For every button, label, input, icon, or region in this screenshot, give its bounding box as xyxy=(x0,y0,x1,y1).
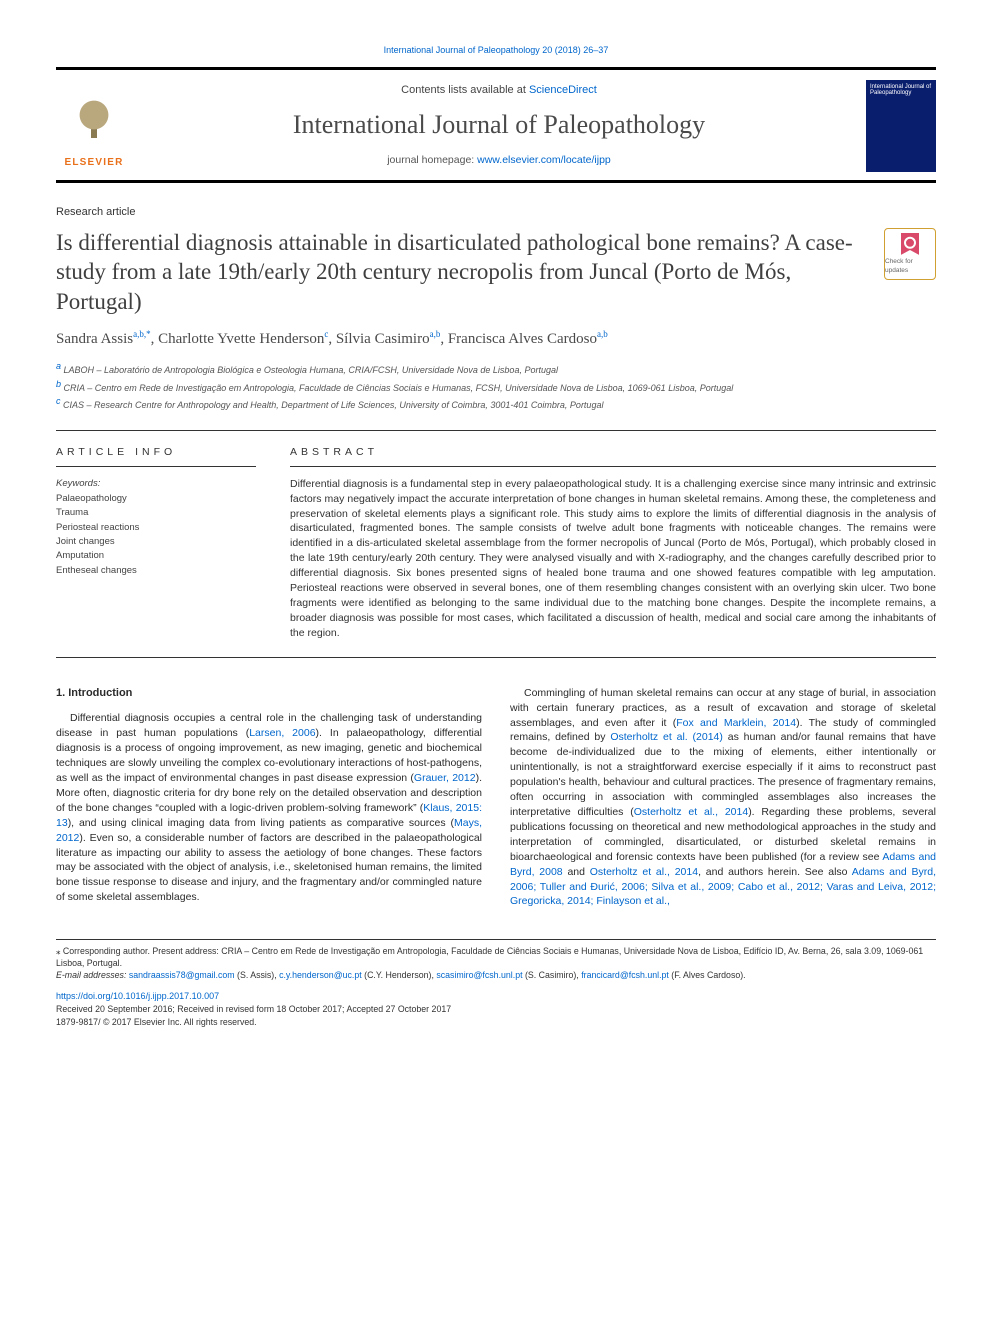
affiliation-a-text: LABOH – Laboratório de Antropologia Biol… xyxy=(64,365,558,375)
article-info-heading: ARTICLE INFO xyxy=(56,445,256,467)
citation-link[interactable]: Fox and Marklein, 2014 xyxy=(676,717,796,729)
citation-link[interactable]: Osterholtz et al. (2014) xyxy=(610,731,723,743)
body-paragraph: Differential diagnosis occupies a centra… xyxy=(56,711,482,905)
doi-link[interactable]: https://doi.org/10.1016/j.ijpp.2017.10.0… xyxy=(56,990,936,1002)
keyword: Palaeopathology xyxy=(56,492,256,505)
keyword: Joint changes xyxy=(56,535,256,548)
citation-link[interactable]: Osterholtz et al., 2014 xyxy=(590,866,698,878)
contents-line: Contents lists available at ScienceDirec… xyxy=(150,83,848,98)
affiliation-c: c CIAS – Research Centre for Anthropolog… xyxy=(56,395,936,412)
journal-name: International Journal of Paleopathology xyxy=(150,107,848,143)
contents-prefix: Contents lists available at xyxy=(401,84,529,96)
journal-cover-title: International Journal of Paleopathology xyxy=(870,84,932,97)
article-type: Research article xyxy=(56,205,936,220)
citation-link[interactable]: Grauer, 2012 xyxy=(414,772,476,784)
affiliation-b: b CRIA – Centro em Rede de Investigação … xyxy=(56,378,936,395)
email-attribution: (S. Casimiro), xyxy=(523,970,582,980)
author-email-link[interactable]: francicard@fcsh.unl.pt xyxy=(581,970,669,980)
homepage-line: journal homepage: www.elsevier.com/locat… xyxy=(150,153,848,168)
section-1-heading: 1. Introduction xyxy=(56,686,482,702)
check-updates-badge[interactable]: Check for updates xyxy=(884,228,936,280)
email-attribution: (C.Y. Henderson), xyxy=(362,970,437,980)
keyword: Entheseal changes xyxy=(56,564,256,577)
email-attribution: (F. Alves Cardoso). xyxy=(669,970,746,980)
emails-label: E-mail addresses: xyxy=(56,970,129,980)
copyright-line: 1879-9817/ © 2017 Elsevier Inc. All righ… xyxy=(56,1017,936,1029)
affiliations: a LABOH – Laboratório de Antropologia Bi… xyxy=(56,360,936,412)
corresponding-author-note: ⁎ Corresponding author. Present address:… xyxy=(56,946,936,970)
article-body: 1. Introduction Differential diagnosis o… xyxy=(56,686,936,918)
text-run: , and authors herein. See also xyxy=(698,866,852,878)
text-run: and xyxy=(563,866,590,878)
body-paragraph: Commingling of human skeletal remains ca… xyxy=(510,686,936,910)
author-email-link[interactable]: sandraassis78@gmail.com xyxy=(129,970,235,980)
keyword: Periosteal reactions xyxy=(56,521,256,534)
keyword: Trauma xyxy=(56,506,256,519)
article-history: Received 20 September 2016; Received in … xyxy=(56,1004,936,1016)
author-email-link[interactable]: scasimiro@fcsh.unl.pt xyxy=(436,970,522,980)
keywords-list: Palaeopathology Trauma Periosteal reacti… xyxy=(56,492,256,577)
article-info-column: ARTICLE INFO Keywords: Palaeopathology T… xyxy=(56,445,256,641)
sciencedirect-link[interactable]: ScienceDirect xyxy=(529,84,597,96)
abstract-text: Differential diagnosis is a fundamental … xyxy=(290,477,936,641)
abstract-heading: ABSTRACT xyxy=(290,445,936,467)
affiliation-a: a LABOH – Laboratório de Antropologia Bi… xyxy=(56,360,936,377)
citation-link[interactable]: Osterholtz et al., 2014 xyxy=(634,806,748,818)
text-run: ). Even so, a considerable number of fac… xyxy=(56,832,482,904)
journal-cover-thumbnail: International Journal of Paleopathology xyxy=(866,80,936,172)
publisher-logo: ELSEVIER xyxy=(56,82,132,170)
footnotes: ⁎ Corresponding author. Present address:… xyxy=(56,939,936,1029)
homepage-prefix: journal homepage: xyxy=(387,154,477,166)
running-head-link[interactable]: International Journal of Paleopathology … xyxy=(384,45,609,55)
affiliation-b-text: CRIA – Centro em Rede de Investigação em… xyxy=(64,383,734,393)
affiliation-c-text: CIAS – Research Centre for Anthropology … xyxy=(63,400,603,410)
keywords-label: Keywords: xyxy=(56,477,256,490)
running-head: International Journal of Paleopathology … xyxy=(56,44,936,57)
abstract-column: ABSTRACT Differential diagnosis is a fun… xyxy=(290,445,936,641)
journal-homepage-link[interactable]: www.elsevier.com/locate/ijpp xyxy=(477,154,611,166)
text-run: ), and using clinical imaging data from … xyxy=(68,817,454,829)
keyword: Amputation xyxy=(56,549,256,562)
author-email-link[interactable]: c.y.henderson@uc.pt xyxy=(279,970,362,980)
email-attribution: (S. Assis), xyxy=(235,970,279,980)
email-addresses: E-mail addresses: sandraassis78@gmail.co… xyxy=(56,970,936,982)
bookmark-icon xyxy=(901,233,919,255)
elsevier-tree-icon xyxy=(62,94,126,154)
article-title: Is differential diagnosis attainable in … xyxy=(56,228,870,316)
journal-masthead: ELSEVIER Contents lists available at Sci… xyxy=(56,67,936,183)
publisher-name: ELSEVIER xyxy=(64,156,123,170)
author-list: Sandra Assisa,b,*, Charlotte Yvette Hend… xyxy=(56,328,936,350)
check-updates-label: Check for updates xyxy=(885,257,935,275)
citation-link[interactable]: Larsen, 2006 xyxy=(249,727,315,739)
